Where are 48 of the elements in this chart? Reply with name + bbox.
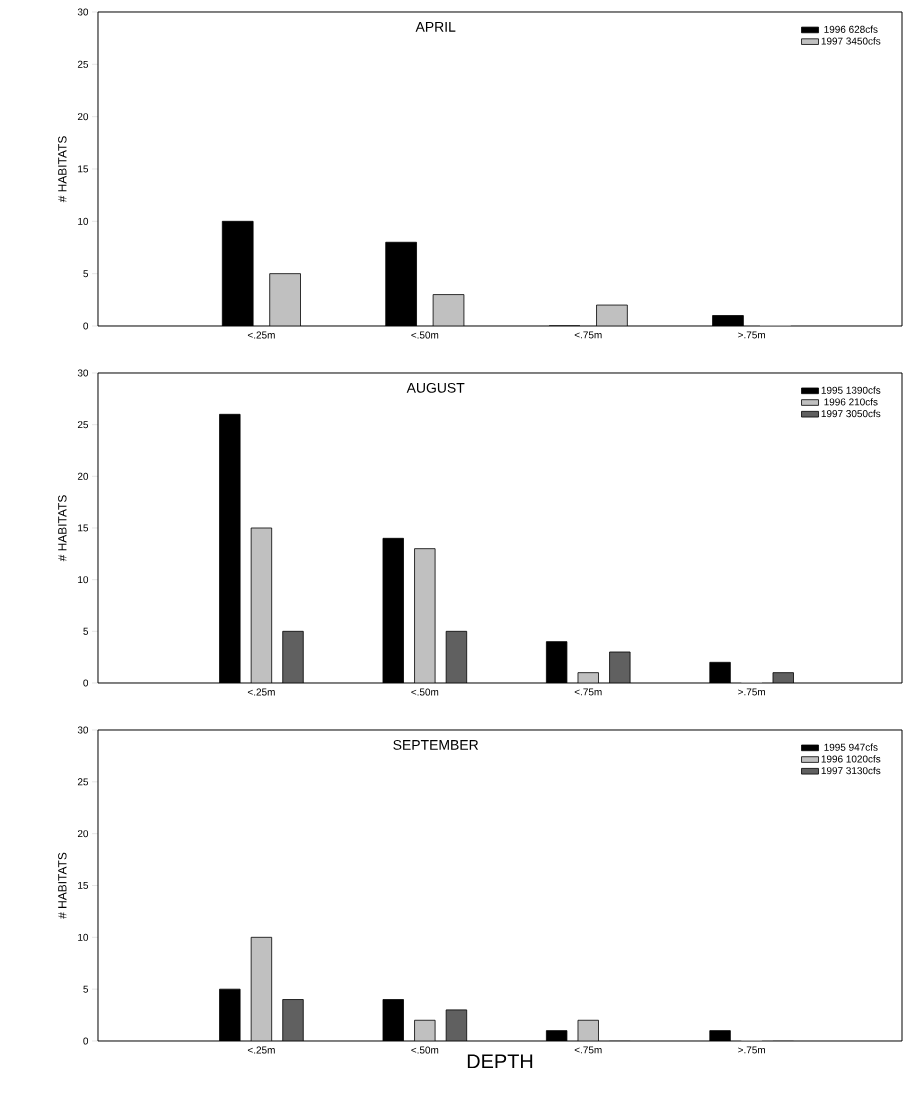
legend-label: 1995 947cfs: [824, 743, 878, 751]
x-tick-label: <.25m: [247, 331, 275, 339]
y-tick-label: 20: [77, 472, 89, 480]
text: APRIL: [415, 22, 456, 32]
legend-label: 1995 1390cfs: [821, 386, 881, 394]
y-tick-label: 15: [78, 524, 89, 532]
y-tick-label: 5: [83, 627, 89, 635]
y-tick-label: 5: [83, 270, 89, 278]
y-tick-label: 25: [77, 421, 89, 429]
x-axis-title: DEPTH: [467, 1054, 533, 1069]
y-tick-label: 0: [83, 1037, 89, 1045]
y-tick-label: 10: [78, 576, 89, 584]
x-tick-label: <.50m: [411, 688, 439, 696]
legend-label: 1997 3130cfs: [821, 766, 881, 775]
y-tick-label: 30: [77, 369, 89, 377]
x-tick-label: <.75m: [574, 688, 602, 696]
y-tick-label: 0: [83, 322, 89, 330]
x-tick-label: >.75m: [738, 688, 765, 696]
legend-label: 1996 628cfs: [824, 25, 878, 33]
y-tick-label: 15: [78, 165, 89, 173]
x-tick-label: <.75m: [574, 1046, 602, 1054]
y-tick-label: 5: [83, 985, 89, 993]
y-tick-label: 10: [78, 217, 89, 225]
x-tick-label: <.25m: [247, 688, 275, 696]
x-tick-label: <.50m: [411, 331, 439, 339]
x-tick-label: <.75m: [574, 331, 602, 339]
y-axis-title: # HABITATS: [58, 136, 67, 203]
x-tick-label: <.25m: [247, 1046, 275, 1054]
y-tick-label: 0: [83, 679, 89, 687]
legend-label: 1996 210cfs: [824, 398, 878, 406]
y-tick-label: 30: [77, 726, 89, 734]
y-tick-label: 25: [77, 60, 89, 68]
y-tick-label: 15: [78, 882, 89, 889]
y-tick-label: 25: [77, 778, 89, 786]
y-tick-label: 30: [77, 8, 89, 16]
y-tick-label: 10: [78, 933, 89, 941]
legend-label: 1996 1020cfs: [821, 755, 881, 763]
legend-label: 1997 3450cfs: [821, 37, 881, 45]
text: SEPTEMBER: [393, 739, 479, 750]
y-axis-title: # HABITATS: [58, 852, 67, 919]
text: AUGUST: [406, 382, 465, 393]
x-tick-label: >.75m: [738, 331, 765, 339]
y-tick-label: 20: [77, 830, 89, 838]
x-tick-label: >.75m: [738, 1046, 765, 1054]
legend-label: 1997 3050cfs: [821, 409, 881, 418]
x-tick-label: <.50m: [411, 1046, 439, 1054]
y-tick-label: 20: [77, 113, 89, 121]
y-axis-title: # HABITATS: [58, 495, 67, 562]
